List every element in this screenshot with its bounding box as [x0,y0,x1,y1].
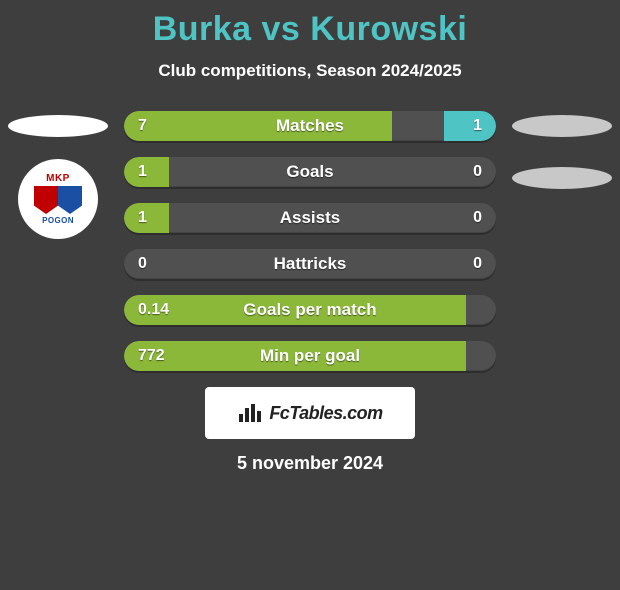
stat-row: 0.14Goals per match [124,295,496,325]
right-player-column [512,111,612,189]
stat-fill-right [444,111,496,141]
stat-row: 1Goals0 [124,157,496,187]
stat-fill-left [124,341,466,371]
badge-top-text: MKP [46,173,70,184]
stat-row: 7Matches1 [124,111,496,141]
stat-row: 772Min per goal [124,341,496,371]
stat-value-right: 0 [473,157,482,187]
stat-value-right: 0 [473,249,482,279]
bar-chart-icon [237,400,263,426]
stat-value-left: 0 [138,249,147,279]
stat-row: 0Hattricks0 [124,249,496,279]
stats-list: 7Matches11Goals01Assists00Hattricks00.14… [124,111,496,371]
left-shadow-ellipse [8,115,108,137]
stat-label: Goals [124,157,496,187]
footer-label: FcTables.com [269,403,382,424]
stat-label: Hattricks [124,249,496,279]
right-shadow-ellipse-2 [512,167,612,189]
stat-fill-left [124,203,169,233]
stat-value-right: 0 [473,203,482,233]
badge-shield-icon [34,186,82,214]
stat-fill-left [124,111,392,141]
badge-bottom-text: POGON [40,216,76,225]
footer-attribution: FcTables.com [205,387,415,439]
date-label: 5 november 2024 [0,453,620,474]
left-player-column: MKP POGON [8,111,108,239]
right-shadow-ellipse-1 [512,115,612,137]
page-subtitle: Club competitions, Season 2024/2025 [0,61,620,81]
stat-row: 1Assists0 [124,203,496,233]
stat-fill-left [124,295,466,325]
stat-label: Assists [124,203,496,233]
left-club-badge: MKP POGON [18,159,98,239]
page-title: Burka vs Kurowski [0,10,620,49]
stat-fill-left [124,157,169,187]
comparison-container: MKP POGON 7Matches11Goals01Assists00Hatt… [0,111,620,371]
